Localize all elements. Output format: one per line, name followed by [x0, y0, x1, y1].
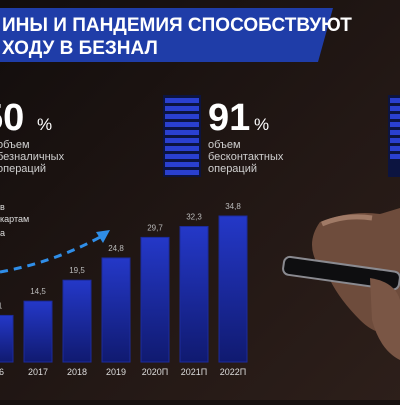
- bar-value-label: 24,8: [108, 244, 124, 253]
- stat-unit: %: [254, 115, 269, 134]
- x-tick-label: 16: [0, 367, 4, 377]
- bar: [179, 225, 209, 363]
- title-line: ХОДУ В БЕЗНАЛ: [2, 38, 158, 59]
- x-tick-label: 2022П: [220, 367, 247, 377]
- bar-value-label: 29,7: [147, 223, 163, 232]
- stat-unit: %: [37, 115, 52, 134]
- bar: [62, 279, 92, 363]
- x-tick-label: 2020П: [142, 367, 169, 377]
- x-tick-label: 2021П: [181, 367, 208, 377]
- x-tick-label: 2018: [67, 367, 87, 377]
- title-banner: [0, 8, 333, 62]
- stat-value: 91: [208, 97, 250, 139]
- bar: [0, 314, 14, 363]
- bar-value-label: 14,5: [30, 287, 46, 296]
- stat-caption: объем: [208, 139, 241, 151]
- side-text: в: [0, 202, 5, 212]
- stat-icon: [388, 95, 400, 177]
- side-text: а: [0, 228, 5, 238]
- bar-value-label: 32,3: [186, 212, 202, 221]
- arrow-head: [96, 230, 110, 243]
- bar-value-label: 19,5: [69, 266, 85, 275]
- side-text: картам: [0, 214, 29, 224]
- stat-caption: объем: [0, 139, 30, 151]
- stat-value: 50: [0, 97, 24, 139]
- bar: [218, 215, 248, 363]
- hand-with-phone: [282, 208, 400, 360]
- bar: [23, 300, 53, 363]
- title-line: ИНЫ И ПАНДЕМИЯ СПОСОБСТВУЮТ: [2, 15, 352, 36]
- stat-caption: операций: [208, 163, 257, 175]
- stat-caption: безналичных: [0, 151, 65, 163]
- bar-value-label: 34,8: [225, 202, 241, 211]
- x-tick-label: 2019: [106, 367, 126, 377]
- stat-icon: [163, 95, 201, 177]
- bar-value-label: ,1: [0, 301, 3, 310]
- bar: [101, 257, 131, 363]
- stat-caption: бесконтактных: [208, 151, 284, 163]
- x-tick-label: 2017: [28, 367, 48, 377]
- bar: [140, 236, 170, 363]
- stat-caption: операций: [0, 163, 46, 175]
